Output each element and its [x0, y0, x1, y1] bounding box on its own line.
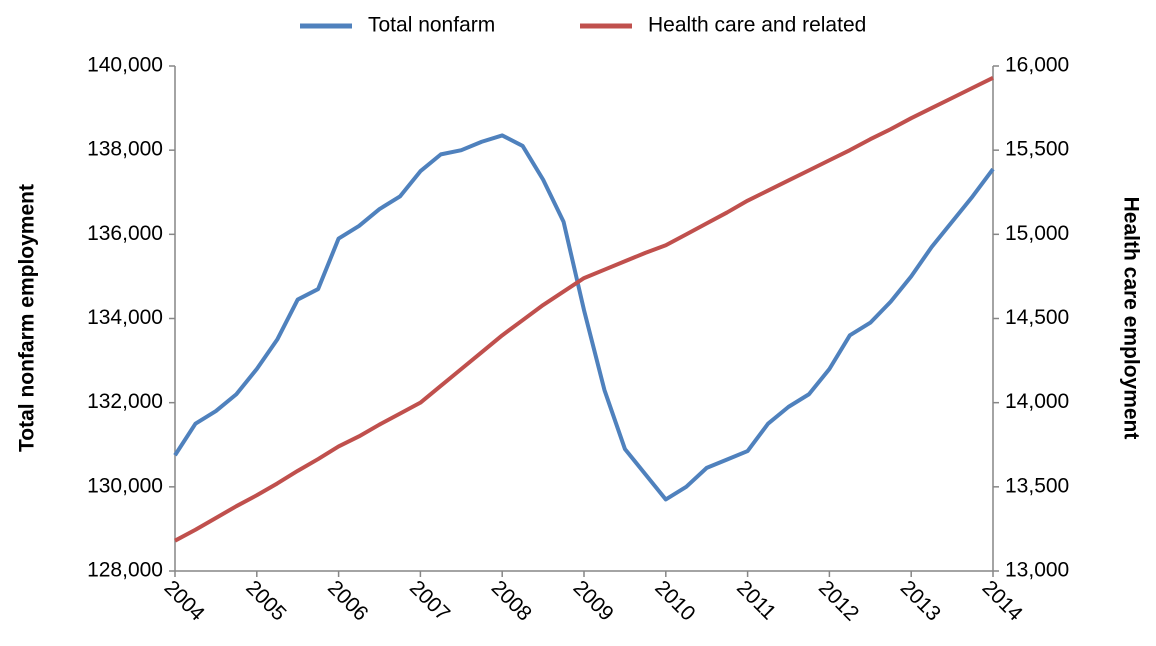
y2-tick-label: 15,500	[1005, 138, 1069, 161]
y-axis-title: Total nonfarm employment	[16, 184, 39, 452]
y2-tick-label: 16,000	[1005, 54, 1069, 77]
y2-tick-label: 15,000	[1005, 222, 1069, 245]
x-tick-label: 2010	[650, 576, 699, 625]
y2-tick-label: 14,000	[1005, 390, 1069, 413]
y-tick-label: 136,000	[87, 222, 163, 245]
x-tick-label: 2012	[814, 576, 863, 625]
x-tick-label: 2014	[978, 576, 1028, 626]
series-line	[174, 75, 994, 543]
x-tick-label: 2005	[241, 576, 290, 625]
y2-axis-title: Health care employment	[1119, 197, 1142, 440]
series-line	[173, 133, 995, 502]
y2-tick-label: 13,500	[1005, 474, 1069, 497]
x-tick-label: 2006	[323, 576, 372, 625]
x-tick-label: 2007	[405, 576, 454, 625]
y2-tick-label: 13,000	[1005, 559, 1069, 582]
x-tick-label: 2009	[569, 576, 618, 625]
x-tick-label: 2013	[896, 576, 945, 625]
y-tick-label: 138,000	[87, 138, 163, 161]
y-tick-label: 134,000	[87, 306, 163, 329]
y2-tick-label: 14,500	[1005, 306, 1069, 329]
y-tick-label: 132,000	[87, 390, 163, 413]
legend-label: Total nonfarm	[368, 14, 495, 37]
legend-label: Health care and related	[648, 14, 866, 37]
x-tick-label: 2008	[487, 576, 536, 625]
x-tick-label: 2011	[732, 576, 780, 624]
y-tick-label: 128,000	[87, 559, 163, 582]
y-tick-label: 130,000	[87, 474, 163, 497]
y-tick-label: 140,000	[87, 54, 163, 77]
x-tick-label: 2004	[160, 576, 210, 626]
